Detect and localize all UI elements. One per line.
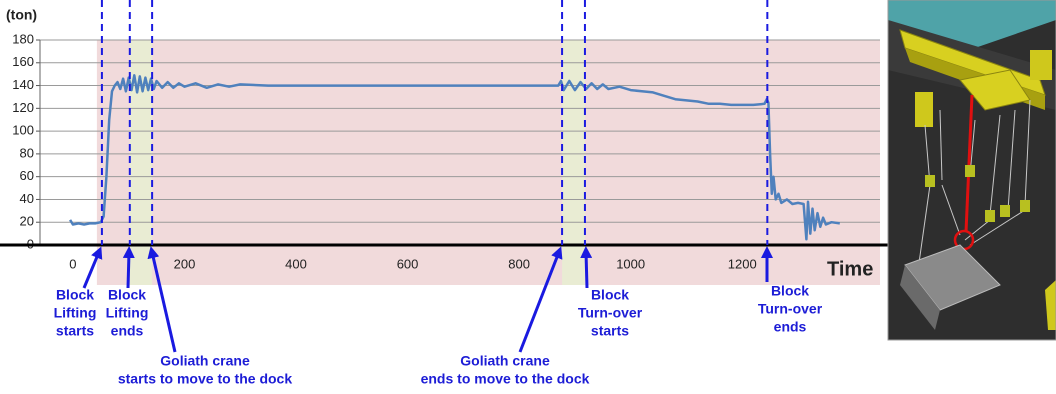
annotation-text: Block	[591, 287, 629, 303]
annotation-text: Goliath crane	[160, 353, 250, 369]
annotation-arrow	[586, 252, 587, 288]
annotation-text: Lifting	[54, 305, 97, 321]
annotation-arrow	[128, 252, 129, 288]
x-axis-label: Time	[827, 258, 873, 280]
annotation-text: Block	[108, 287, 146, 303]
y-tick-label: 60	[20, 168, 34, 183]
figure: 0204060801001201401601800200400600800100…	[0, 0, 1056, 394]
annotation-text: Block	[771, 283, 809, 299]
x-tick-label: 200	[174, 256, 196, 271]
annotation-text: ends to move to the dock	[421, 371, 590, 387]
plot: 0204060801001201401601800200400600800100…	[0, 0, 888, 285]
crane-image	[888, 0, 1056, 340]
phase-band	[562, 40, 585, 285]
y-tick-label: 20	[20, 214, 34, 229]
annotation-text: Turn-over	[758, 301, 823, 317]
y-tick-label: 120	[12, 100, 34, 115]
x-tick-label: 1200	[728, 256, 757, 271]
annotation-text: ends	[111, 323, 144, 339]
annotation-text: Lifting	[106, 305, 149, 321]
annotation-text: ends	[774, 319, 807, 335]
annotation-text: Goliath crane	[460, 353, 550, 369]
x-tick-label: 600	[397, 256, 419, 271]
y-tick-label: 100	[12, 123, 34, 138]
y-tick-label: 180	[12, 31, 34, 46]
annotation-text: Turn-over	[578, 305, 643, 321]
x-tick-label: 0	[69, 256, 76, 271]
annotation-text: starts	[591, 323, 629, 339]
annotation-text: starts to move to the dock	[118, 371, 292, 387]
annotation-text: starts	[56, 323, 94, 339]
x-tick-label: 800	[508, 256, 530, 271]
y-tick-label: 80	[20, 145, 34, 160]
y-tick-label: 140	[12, 77, 34, 92]
background-band	[97, 40, 880, 285]
x-tick-label: 1000	[616, 256, 645, 271]
y-tick-label: 40	[20, 191, 34, 206]
annotation-text: Block	[56, 287, 94, 303]
annotation-arrow	[84, 252, 99, 288]
y-axis-label: (ton)	[6, 7, 37, 23]
x-tick-label: 400	[285, 256, 307, 271]
y-tick-label: 160	[12, 54, 34, 69]
